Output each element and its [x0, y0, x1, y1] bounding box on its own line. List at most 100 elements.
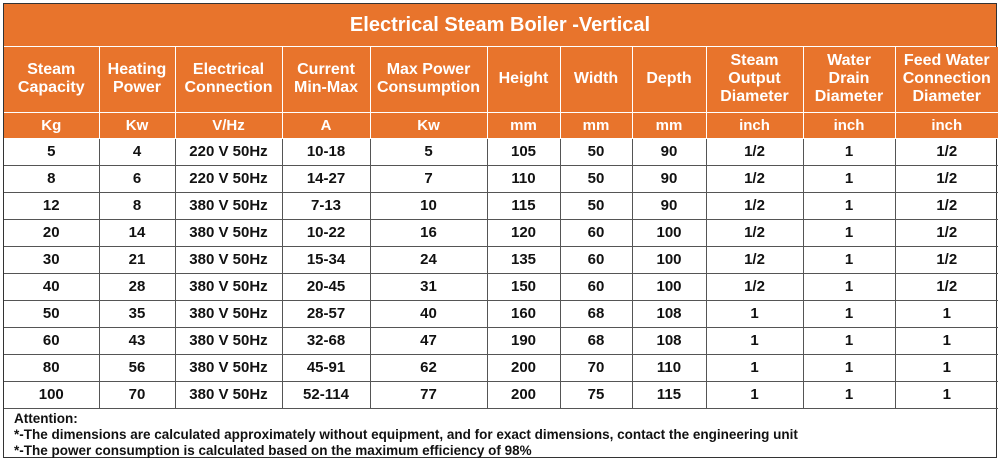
- table-cell: 68: [560, 327, 632, 354]
- table-title: Electrical Steam Boiler -Vertical: [4, 4, 996, 47]
- table-cell: 160: [487, 300, 560, 327]
- column-header: Heating Power: [99, 47, 175, 112]
- table-cell: 5: [370, 138, 487, 165]
- column-header: Height: [487, 47, 560, 112]
- column-unit: Kw: [99, 112, 175, 138]
- column-header: Current Min-Max: [282, 47, 370, 112]
- table-row: 20 14 380 V 50Hz 10-22 16 120 60 100 1/2 1 1/2: [4, 219, 998, 246]
- table-row: 40 28 380 V 50Hz 20-45 31 150 60 100 1/2 1 1/2: [4, 273, 998, 300]
- table-cell: 108: [632, 327, 706, 354]
- table-cell: 8: [4, 165, 99, 192]
- table-cell: 15-34: [282, 246, 370, 273]
- table-cell: 1: [706, 300, 803, 327]
- table-cell: 45-91: [282, 354, 370, 381]
- table-cell: 28: [99, 273, 175, 300]
- table-cell: 68: [560, 300, 632, 327]
- table-cell: 40: [4, 273, 99, 300]
- table-cell: 1/2: [895, 219, 998, 246]
- table-cell: 60: [560, 273, 632, 300]
- table-cell: 100: [632, 273, 706, 300]
- table-cell: 1: [803, 219, 895, 246]
- table-cell: 28-57: [282, 300, 370, 327]
- column-header: Electrical Connection: [175, 47, 282, 112]
- table-cell: 50: [560, 138, 632, 165]
- table-cell: 1: [803, 381, 895, 408]
- table-cell: 1/2: [895, 273, 998, 300]
- table-cell: 380 V 50Hz: [175, 327, 282, 354]
- table-cell: 62: [370, 354, 487, 381]
- table-cell: 100: [632, 219, 706, 246]
- table-cell: 1: [803, 273, 895, 300]
- table-cell: 31: [370, 273, 487, 300]
- column-unit: inch: [895, 112, 998, 138]
- table-cell: 24: [370, 246, 487, 273]
- table-header: Steam Capacity Heating Power Electrical Co…: [4, 47, 998, 138]
- column-unit: inch: [803, 112, 895, 138]
- table-row: 50 35 380 V 50Hz 28-57 40 160 68 108 1 1 1: [4, 300, 998, 327]
- table-cell: 10-18: [282, 138, 370, 165]
- column-unit: mm: [632, 112, 706, 138]
- table-cell: 32-68: [282, 327, 370, 354]
- column-unit: A: [282, 112, 370, 138]
- table-cell: 56: [99, 354, 175, 381]
- notes-section: Attention: *-The dimensions are calculat…: [4, 409, 996, 459]
- table-cell: 380 V 50Hz: [175, 300, 282, 327]
- column-header-row: Steam Capacity Heating Power Electrical Co…: [4, 47, 998, 112]
- table-cell: 115: [632, 381, 706, 408]
- column-header: Steam Output Diameter: [706, 47, 803, 112]
- spec-sheet: Electrical Steam Boiler -Vertical Steam …: [3, 3, 997, 458]
- table-cell: 1/2: [895, 138, 998, 165]
- table-cell: 90: [632, 165, 706, 192]
- table-cell: 60: [4, 327, 99, 354]
- column-unit: mm: [560, 112, 632, 138]
- table-cell: 380 V 50Hz: [175, 192, 282, 219]
- table-cell: 12: [4, 192, 99, 219]
- table-cell: 1: [803, 246, 895, 273]
- table-cell: 1/2: [706, 138, 803, 165]
- column-unit: V/Hz: [175, 112, 282, 138]
- table-row: 12 8 380 V 50Hz 7-13 10 115 50 90 1/2 1 1/2: [4, 192, 998, 219]
- table-cell: 380 V 50Hz: [175, 246, 282, 273]
- table-body: 5 4 220 V 50Hz 10-18 5 105 50 90 1/2 1 1/2 8 6 220 V …: [4, 138, 998, 408]
- table-cell: 16: [370, 219, 487, 246]
- table-cell: 75: [560, 381, 632, 408]
- column-unit: inch: [706, 112, 803, 138]
- spec-table: Steam Capacity Heating Power Electrical Co…: [4, 47, 998, 409]
- column-header: Depth: [632, 47, 706, 112]
- table-cell: 80: [4, 354, 99, 381]
- table-cell: 1/2: [706, 219, 803, 246]
- table-cell: 90: [632, 138, 706, 165]
- column-header: Feed Water Connection Diameter: [895, 47, 998, 112]
- table-cell: 60: [560, 246, 632, 273]
- table-cell: 1: [895, 381, 998, 408]
- table-cell: 52-114: [282, 381, 370, 408]
- table-cell: 1: [803, 165, 895, 192]
- table-cell: 1: [895, 327, 998, 354]
- table-row: 60 43 380 V 50Hz 32-68 47 190 68 108 1 1 1: [4, 327, 998, 354]
- table-cell: 135: [487, 246, 560, 273]
- table-cell: 70: [99, 381, 175, 408]
- table-cell: 1: [803, 192, 895, 219]
- table-cell: 1: [803, 138, 895, 165]
- table-cell: 110: [487, 165, 560, 192]
- table-cell: 110: [632, 354, 706, 381]
- table-cell: 70: [560, 354, 632, 381]
- table-cell: 1/2: [895, 165, 998, 192]
- table-cell: 1: [803, 354, 895, 381]
- table-cell: 50: [560, 165, 632, 192]
- table-cell: 43: [99, 327, 175, 354]
- table-cell: 1: [803, 300, 895, 327]
- column-header: Width: [560, 47, 632, 112]
- column-unit: mm: [487, 112, 560, 138]
- table-cell: 8: [99, 192, 175, 219]
- table-row: 80 56 380 V 50Hz 45-91 62 200 70 110 1 1 1: [4, 354, 998, 381]
- table-row: 100 70 380 V 50Hz 52-114 77 200 75 115 1 1 1: [4, 381, 998, 408]
- note-line: *-The power consumption is calculated ba…: [14, 443, 996, 459]
- table-cell: 1/2: [706, 246, 803, 273]
- table-cell: 100: [4, 381, 99, 408]
- table-cell: 380 V 50Hz: [175, 354, 282, 381]
- table-cell: 21: [99, 246, 175, 273]
- table-cell: 1: [706, 354, 803, 381]
- column-unit: Kw: [370, 112, 487, 138]
- table-cell: 7-13: [282, 192, 370, 219]
